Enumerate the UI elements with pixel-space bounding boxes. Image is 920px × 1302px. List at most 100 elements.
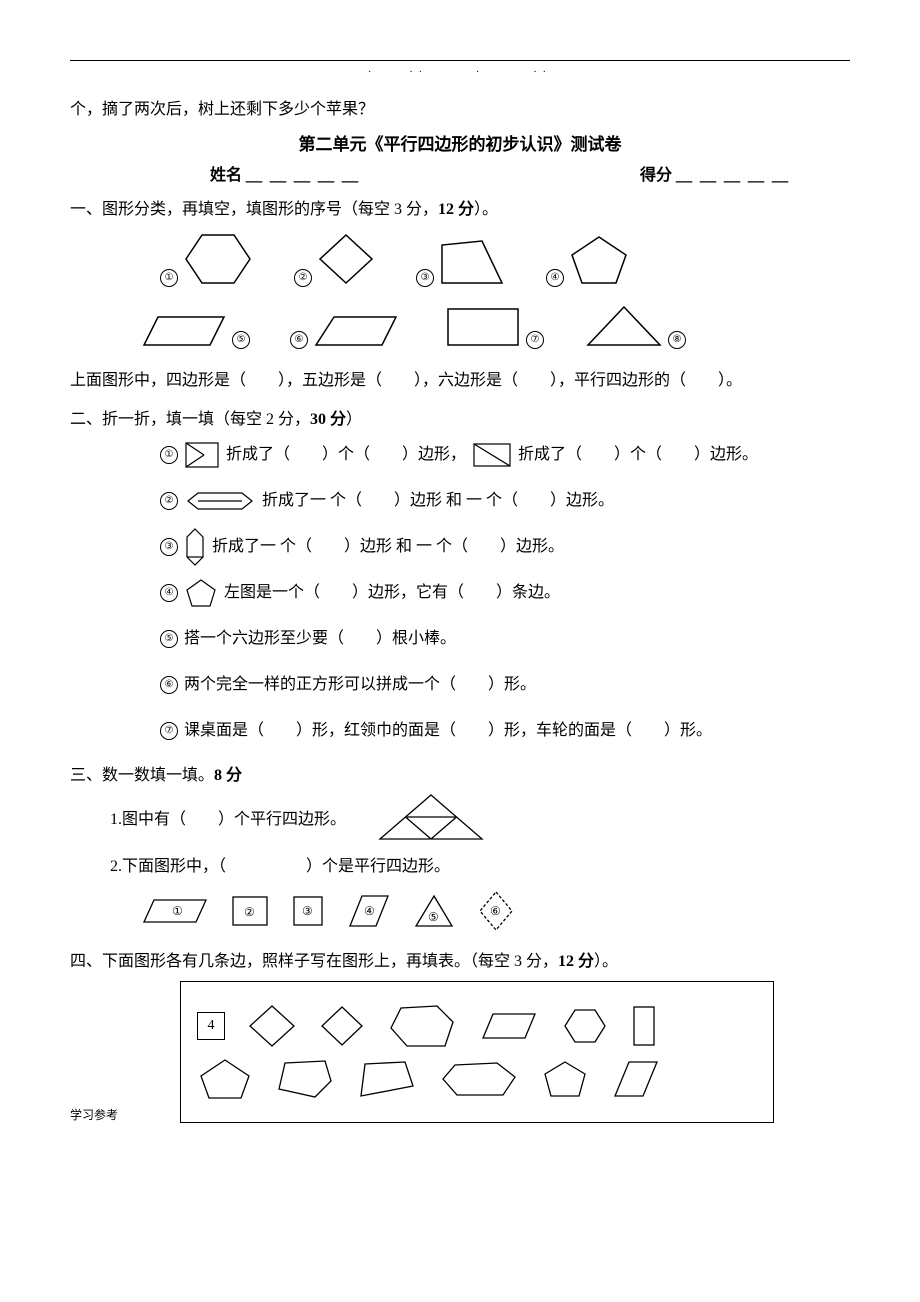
box-quad-1-icon: [357, 1058, 417, 1100]
q3-shape-4: ④: [346, 892, 392, 930]
q2-num-3: ③: [160, 538, 178, 556]
q3-shape-1: ①: [140, 896, 210, 926]
q2-2: ② 折成了一 个（ ）边形 和 一 个（ ）边形。: [160, 481, 850, 521]
box-pentagon-1-icon: [197, 1056, 253, 1102]
q2-4-text: 左图是一个（ ）边形，它有（ ）条边。: [224, 573, 560, 613]
q2-num-7: ⑦: [160, 722, 178, 740]
section-2-questions: ① 折成了（ ）个（ ）边形， 折成了（ ）个（ ）边形。 ② 折成了一 个（ …: [160, 435, 850, 751]
q2-num-1: ①: [160, 446, 178, 464]
exam-title: 第二单元《平行四边形的初步认识》测试卷: [70, 130, 850, 155]
q3-shape-6: ⑥: [476, 889, 516, 933]
q3-shape-2: ②: [230, 894, 270, 928]
trapezoid-icon: [312, 313, 404, 349]
section-2-heading: 二、折一折，填一填（每空 2 分，30 分）: [70, 405, 850, 429]
folded-rect-2-icon: [472, 442, 512, 468]
q3-label-2: ②: [244, 905, 255, 919]
q2-3: ③ 折成了一 个（ ）边形 和 一 个（ ）边形。: [160, 527, 850, 567]
q2-6: ⑥ 两个完全一样的正方形可以拼成一个（ ）形。: [160, 665, 850, 705]
section-4-text: 四、下面图形各有几条边，照样子写在图形上，再填表。（每空 3 分，: [70, 953, 558, 970]
name-score-row: 姓名 ＿ ＿ ＿ ＿ ＿ 得分 ＿ ＿ ＿ ＿ ＿: [70, 161, 850, 185]
box-diamond-1-icon: [247, 1003, 297, 1049]
name-label: 姓名: [210, 167, 242, 184]
q3-2-text: 2.下面图形中，（ ）个是平行四边形。: [110, 853, 850, 881]
section-2-text: 二、折一折，填一填（每空 2 分，: [70, 411, 310, 428]
q2-5-text: 搭一个六边形至少要（ ）根小棒。: [184, 619, 456, 659]
box-hexagon-1-icon: [387, 1002, 457, 1050]
q2-num-2: ②: [160, 492, 178, 510]
q2-1b-text: 折成了（ ）个（ ）边形。: [518, 435, 758, 475]
label-3: ③: [416, 269, 434, 287]
score-label: 得分: [640, 167, 672, 184]
q2-7-text: 课桌面是（ ）形，红领巾的面是（ ）形，车轮的面是（ ）形。: [184, 711, 712, 751]
label-1: ①: [160, 269, 178, 287]
hex-tall-icon: [184, 527, 206, 567]
section-1-points: 12 分: [438, 201, 474, 218]
score-field: 得分 ＿ ＿ ＿ ＿ ＿: [640, 161, 790, 185]
box-hexagon-2-icon: [561, 1006, 609, 1046]
shapes-box: 4: [180, 981, 774, 1123]
section-4-tail: ）。: [594, 953, 618, 970]
shape-7: ⑦: [444, 305, 544, 349]
q3-label-1: ①: [172, 904, 183, 918]
shape-2: ②: [294, 231, 376, 287]
label-5: ⑤: [232, 331, 250, 349]
shapes-row-2: ⑤ ⑥ ⑦ ⑧: [140, 303, 850, 349]
q3-shape-3: ③: [290, 893, 326, 929]
shapes-row-1: ① ② ③ ④: [160, 231, 850, 287]
q2-7: ⑦ 课桌面是（ ）形，红领巾的面是（ ）形，车轮的面是（ ）形。: [160, 711, 850, 751]
label-6: ⑥: [290, 331, 308, 349]
q2-3-text: 折成了一 个（ ）边形 和 一 个（ ）边形。: [212, 527, 564, 567]
section-2-points: 30 分: [310, 411, 346, 428]
shape-3: ③: [416, 237, 506, 287]
box-parallelogram-icon: [611, 1058, 661, 1100]
page: · ·· · ·· 个，摘了两次后，树上还剩下多少个苹果？ 第二单元《平行四边形…: [0, 0, 920, 1163]
q3-label-4: ④: [364, 904, 375, 918]
diamond-icon: [316, 231, 376, 287]
top-rule: [70, 60, 850, 61]
example-num-box: 4: [197, 1012, 225, 1040]
q2-6-text: 两个完全一样的正方形可以拼成一个（ ）形。: [184, 665, 536, 705]
q2-num-5: ⑤: [160, 630, 178, 648]
section-3-heading: 三、数一数填一填。8 分: [70, 761, 850, 785]
name-blank[interactable]: ＿ ＿ ＿ ＿ ＿: [246, 167, 360, 184]
section-1-sentence: 上面图形中，四边形是（ ），五边形是（ ），六边形是（ ），平行四边形的（ ）。: [70, 367, 850, 395]
quad-icon: [438, 237, 506, 287]
name-field: 姓名 ＿ ＿ ＿ ＿ ＿: [210, 161, 360, 185]
section-3-text: 三、数一数填一填。: [70, 767, 214, 784]
hex-long-icon: [184, 490, 256, 512]
box-diamond-2-icon: [319, 1004, 365, 1048]
label-8: ⑧: [668, 331, 686, 349]
label-7: ⑦: [526, 331, 544, 349]
pentagon-icon: [568, 233, 630, 287]
box-rect-tall-icon: [631, 1004, 657, 1048]
prev-page-fragment: 个，摘了两次后，树上还剩下多少个苹果？: [70, 96, 850, 124]
q2-2-text: 折成了一 个（ ）边形 和 一 个（ ）边形。: [262, 481, 614, 521]
label-2: ②: [294, 269, 312, 287]
top-dots: · ·· · ··: [70, 63, 850, 78]
box-pentagon-2-icon: [275, 1057, 335, 1101]
triangle-icon: [584, 303, 664, 349]
label-4: ④: [546, 269, 564, 287]
footer-text: 学习参考: [70, 1106, 118, 1123]
q2-5: ⑤ 搭一个六边形至少要（ ）根小棒。: [160, 619, 850, 659]
pentagon-small-icon: [184, 577, 218, 609]
q2-num-4: ④: [160, 584, 178, 602]
q3-shape-5: ⑤: [412, 892, 456, 930]
q3-label-6: ⑥: [490, 904, 501, 918]
q2-4: ④ 左图是一个（ ）边形，它有（ ）条边。: [160, 573, 850, 613]
folded-rect-1-icon: [184, 441, 220, 469]
shapes-box-row-1: 4: [197, 1002, 757, 1050]
section-1-heading: 一、图形分类，再填空，填图形的序号（每空 3 分，12 分）。: [70, 195, 850, 219]
section-3-points: 8 分: [214, 767, 242, 784]
box-trapezoid-icon: [479, 1010, 539, 1042]
q3-label-3: ③: [302, 904, 313, 918]
q3-label-5: ⑤: [428, 910, 439, 924]
hexagon-icon: [182, 231, 254, 287]
q3-1-row: 1.图中有（ ）个平行四边形。: [110, 791, 850, 843]
box-hexagon-3-icon: [439, 1059, 519, 1099]
shape-1: ①: [160, 231, 254, 287]
section-2-tail: ）: [346, 411, 362, 428]
score-blank[interactable]: ＿ ＿ ＿ ＿ ＿: [676, 167, 790, 184]
section-1-text: 一、图形分类，再填空，填图形的序号（每空 3 分，: [70, 201, 438, 218]
parallelogram-icon: [140, 313, 228, 349]
